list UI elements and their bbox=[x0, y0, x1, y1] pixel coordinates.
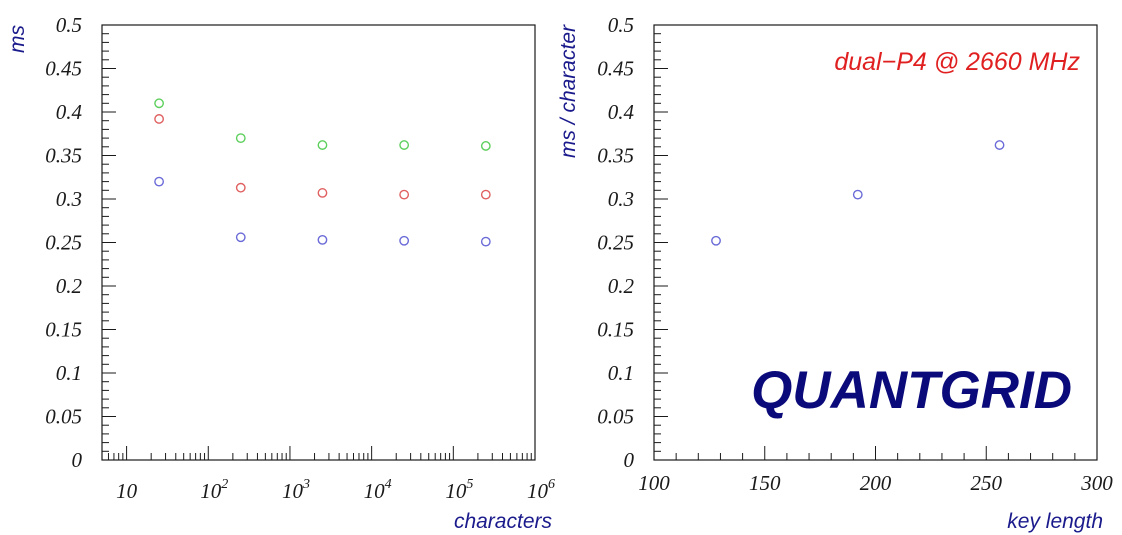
x-tick-label: 300 bbox=[1080, 471, 1113, 495]
y-tick-label: 0.3 bbox=[56, 187, 82, 211]
y-axis-label-ms: ms bbox=[6, 25, 29, 53]
data-point-series-0 bbox=[994, 140, 1005, 150]
data-point-series-0 bbox=[399, 140, 410, 150]
data-point-series-1 bbox=[154, 114, 164, 124]
x-tick-label: 250 bbox=[971, 471, 1003, 495]
x-tick-label: 200 bbox=[860, 471, 892, 495]
y-tick-label: 0 bbox=[624, 448, 635, 472]
x-axis-label-characters: characters bbox=[454, 510, 553, 533]
x-tick-label: 10 bbox=[116, 479, 138, 503]
x-tick-label: 104 bbox=[364, 477, 392, 503]
data-point-series-1 bbox=[235, 182, 246, 193]
x-tick-label: 105 bbox=[445, 477, 473, 503]
y-tick-label: 0.1 bbox=[608, 361, 634, 385]
data-point-series-1 bbox=[480, 189, 491, 200]
data-point-series-0 bbox=[235, 133, 246, 144]
data-point-series-0 bbox=[480, 141, 491, 151]
data-point-series-0 bbox=[317, 140, 328, 150]
y-tick-label: 0.15 bbox=[45, 318, 82, 342]
data-point-series-2 bbox=[154, 176, 164, 187]
x-tick-label: 106 bbox=[527, 477, 555, 503]
data-point-series-1 bbox=[399, 189, 410, 200]
y-tick-label: 0.3 bbox=[608, 187, 634, 211]
chart-key-length-panel: 0 0.05 0.1 0.15 0.2 0.25 0.3 0.35 0.4 0.45 0.5 100… bbox=[557, 13, 1113, 533]
x-tick-label: 100 bbox=[638, 471, 670, 495]
data-point-series-0 bbox=[154, 98, 164, 109]
data-point-series-0 bbox=[852, 189, 863, 200]
y-tick-label: 0.4 bbox=[56, 100, 83, 124]
y-tick-label: 0.05 bbox=[45, 405, 82, 429]
cpu-annotation: dual−P4 @ 2660 MHz bbox=[834, 48, 1080, 76]
y-tick-label: 0.25 bbox=[45, 231, 82, 255]
y-tick-label: 0.5 bbox=[56, 13, 82, 37]
data-point-series-0 bbox=[711, 235, 721, 246]
quantgrid-logo: QUANTGRID bbox=[751, 361, 1072, 420]
data-point-series-2 bbox=[317, 234, 328, 245]
data-point-series-2 bbox=[235, 232, 246, 243]
chart-characters-panel: 0 0.05 0.1 0.15 0.2 0.25 0.3 0.35 0.4 0.45 0.5 10 1… bbox=[6, 13, 555, 533]
y-tick-label: 0.2 bbox=[608, 274, 635, 298]
y-tick-label: 0.45 bbox=[597, 57, 634, 81]
x-tick-label: 103 bbox=[282, 477, 310, 503]
y-tick-label: 0.15 bbox=[597, 318, 634, 342]
x-tick-label: 102 bbox=[200, 477, 228, 503]
y-tick-label: 0 bbox=[72, 448, 83, 472]
x-axis-label-key-length: key length bbox=[1007, 510, 1103, 533]
y-tick-label: 0.25 bbox=[597, 231, 634, 255]
y-tick-label: 0.05 bbox=[597, 405, 634, 429]
y-axis-label-ms-per-character: ms / character bbox=[557, 24, 580, 158]
y-tick-label: 0.35 bbox=[45, 144, 82, 168]
y-tick-label: 0.35 bbox=[597, 144, 634, 168]
data-point-series-1 bbox=[317, 188, 328, 198]
y-tick-label: 0.2 bbox=[56, 274, 83, 298]
y-tick-label: 0.4 bbox=[608, 100, 635, 124]
data-point-series-2 bbox=[480, 236, 491, 247]
x-tick-label: 150 bbox=[749, 471, 781, 495]
y-tick-label: 0.45 bbox=[45, 57, 82, 81]
y-tick-label: 0.5 bbox=[608, 13, 634, 37]
y-tick-label: 0.1 bbox=[56, 361, 82, 385]
data-point-series-2 bbox=[399, 235, 410, 246]
